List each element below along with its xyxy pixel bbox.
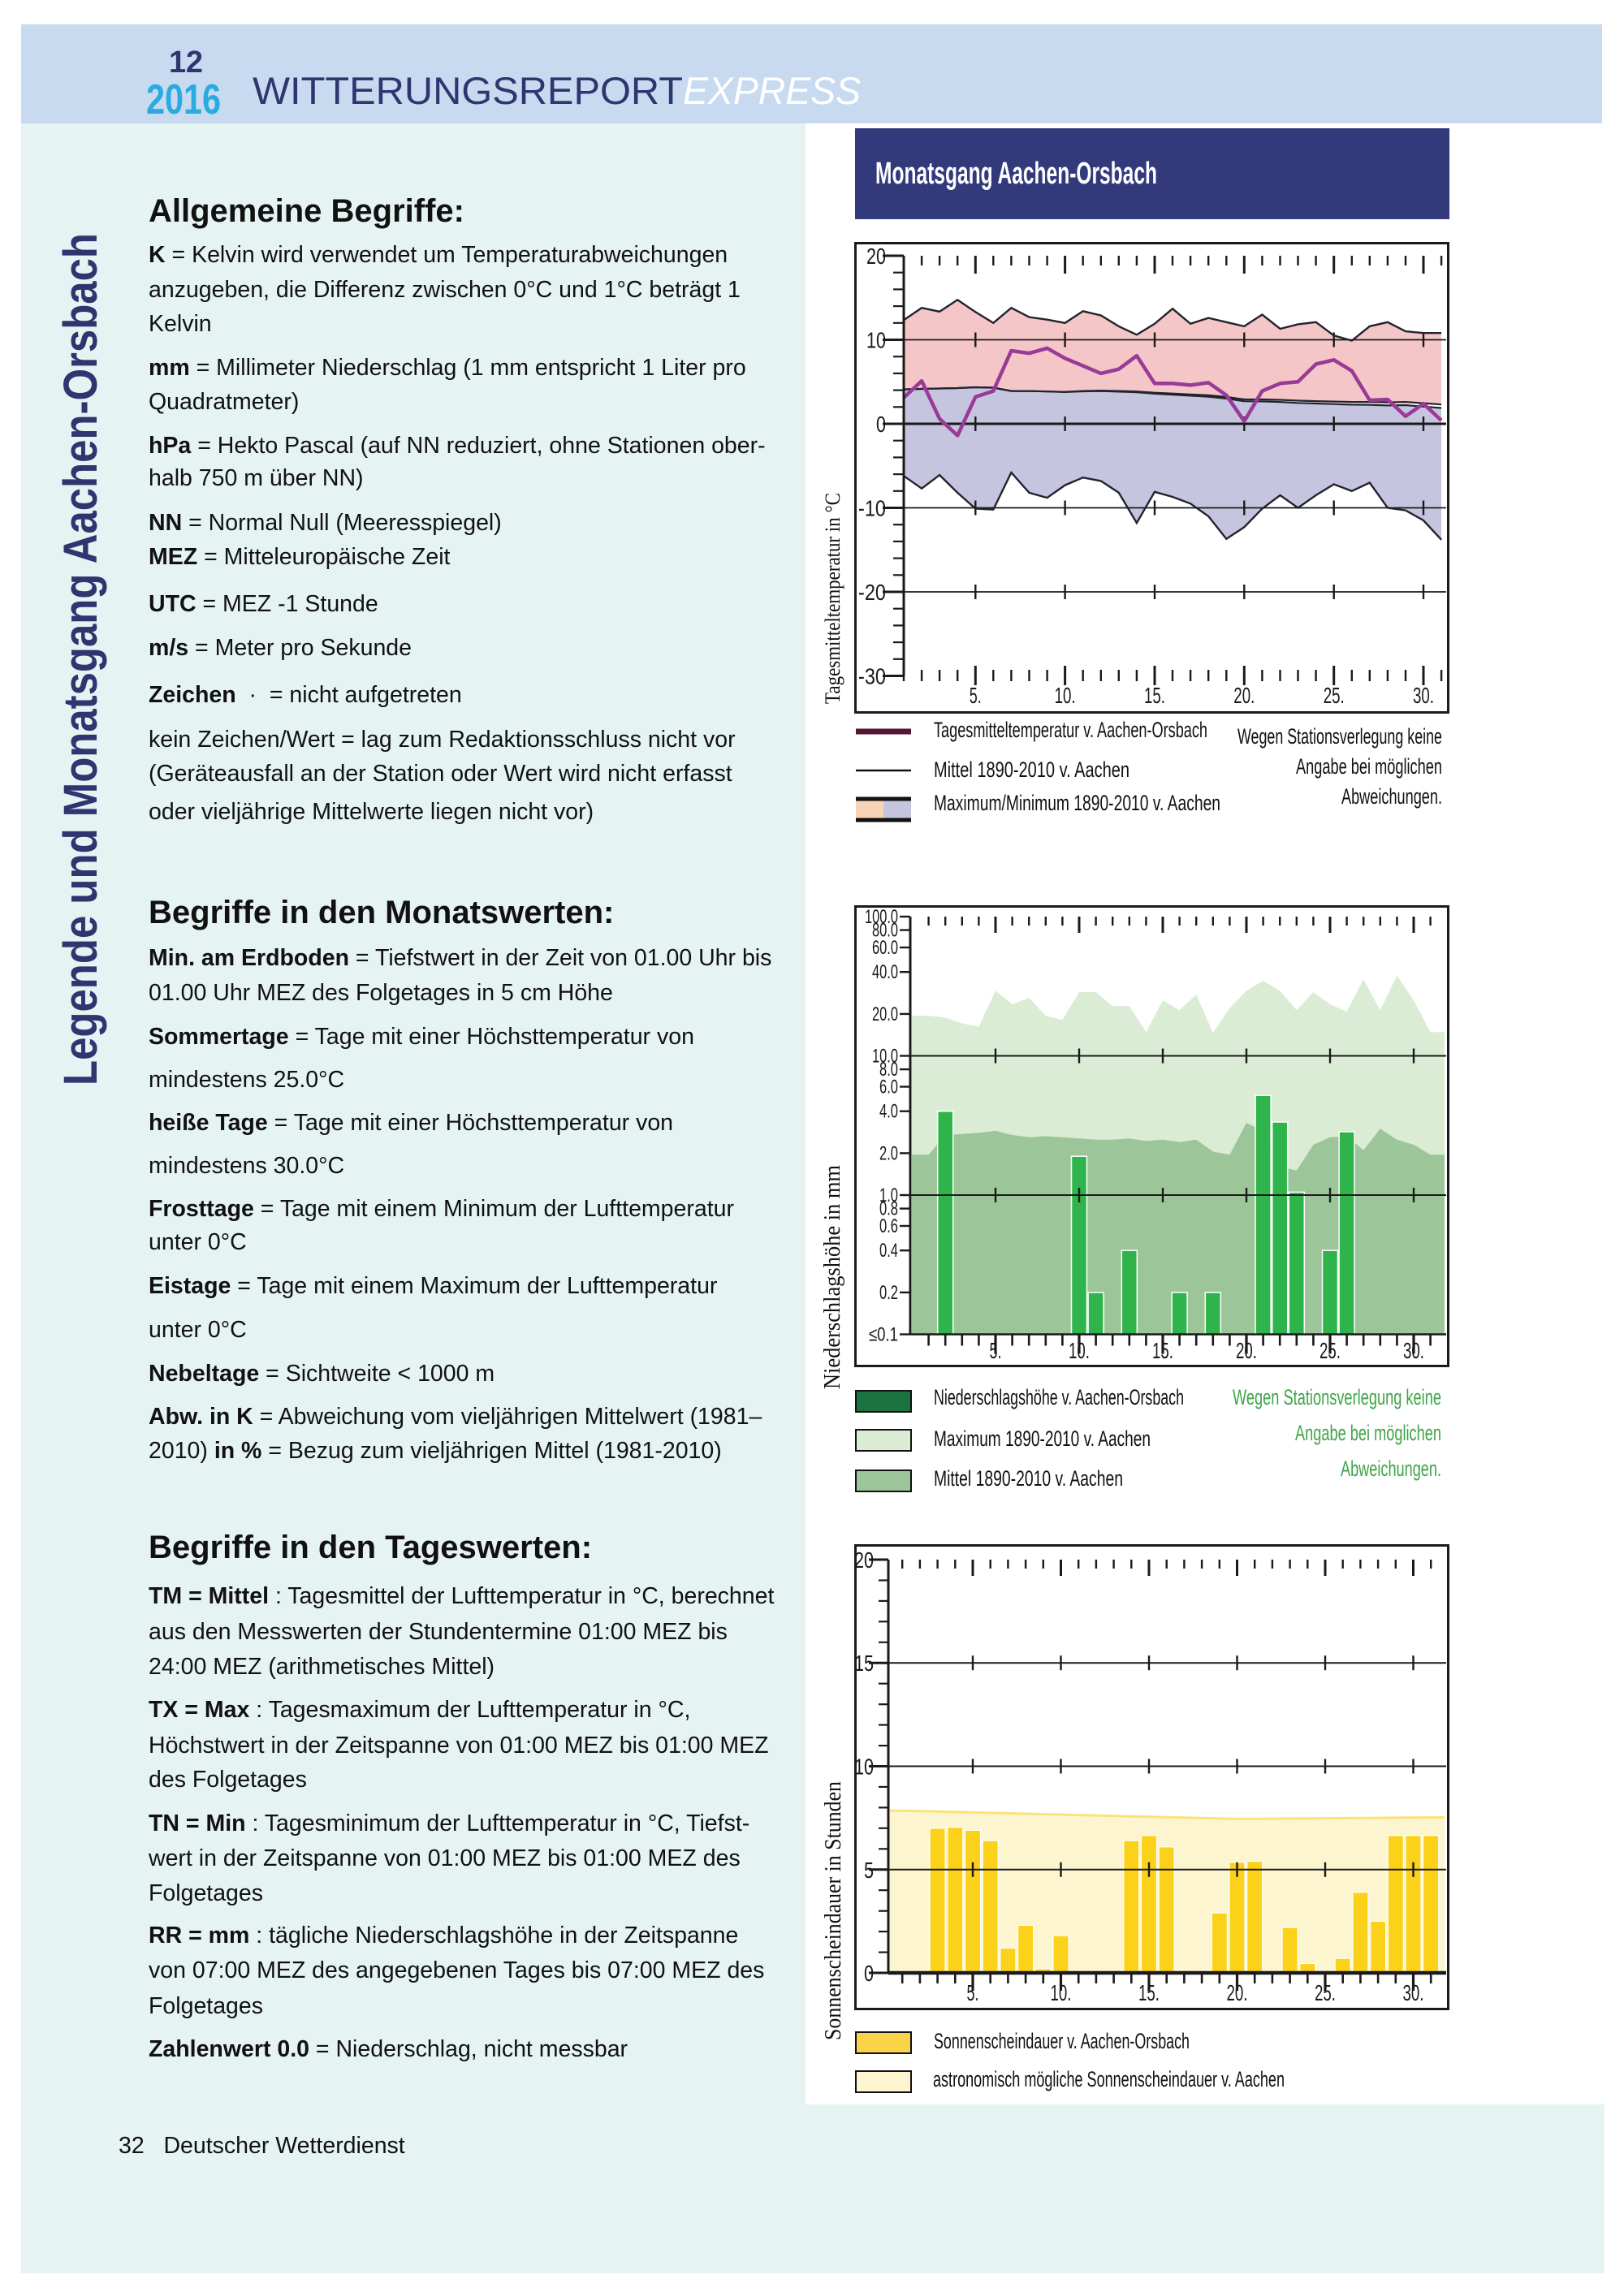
svg-text:80.0: 80.0 (872, 920, 898, 942)
svg-text:0.6: 0.6 (879, 1215, 898, 1237)
svg-text:10: 10 (866, 328, 886, 353)
svg-text:Tagesmitteltemperatur in °C: Tagesmitteltemperatur in °C (821, 493, 844, 704)
svg-text:30.: 30. (1403, 1338, 1424, 1363)
svg-text:WITTERUNGSREPORT: WITTERUNGSREPORT (253, 69, 683, 112)
svg-text:20.: 20. (1233, 683, 1255, 708)
svg-text:40.0: 40.0 (872, 961, 898, 983)
svg-text:25.: 25. (1315, 1980, 1336, 2005)
svg-text:Abweichungen.: Abweichungen. (1341, 1457, 1441, 1481)
svg-text:10.: 10. (1069, 1338, 1090, 1363)
svg-text:20.: 20. (1236, 1338, 1257, 1363)
svg-text:0.2: 0.2 (879, 1282, 898, 1304)
svg-text:5: 5 (864, 1858, 874, 1883)
svg-text:5.: 5. (990, 1338, 1002, 1363)
svg-text:20.: 20. (1227, 1980, 1248, 2005)
svg-text:25.: 25. (1320, 1338, 1341, 1363)
svg-text:Legende und Monatsgang Aachen-: Legende und Monatsgang Aachen-Orsbach (54, 233, 107, 1085)
svg-text:10.: 10. (1055, 683, 1076, 708)
svg-text:6.0: 6.0 (879, 1077, 898, 1098)
svg-text:Niederschlagshöhe in mm: Niederschlagshöhe in mm (819, 1165, 845, 1389)
svg-text:0.4: 0.4 (879, 1240, 898, 1262)
svg-text:Sonnenscheindauer in Stunden: Sonnenscheindauer in Stunden (820, 1781, 846, 2040)
svg-text:15: 15 (854, 1651, 874, 1676)
svg-text:Mittel 1890-2010 v. Aachen: Mittel 1890-2010 v. Aachen (934, 757, 1129, 782)
svg-text:0: 0 (876, 412, 886, 437)
svg-text:Sonnenscheindauer v. Aachen-Or: Sonnenscheindauer v. Aachen-Orsbach (934, 2029, 1190, 2053)
svg-text:Abweichungen.: Abweichungen. (1341, 784, 1442, 809)
svg-text:12: 12 (169, 45, 203, 80)
svg-text:25.: 25. (1324, 683, 1345, 708)
svg-text:Angabe bei möglichen: Angabe bei möglichen (1296, 754, 1442, 779)
svg-text:20: 20 (854, 1547, 874, 1573)
svg-text:15.: 15. (1144, 683, 1165, 708)
svg-text:10: 10 (854, 1754, 874, 1780)
svg-text:Wegen Stationsverlegung keine: Wegen Stationsverlegung keine (1233, 1385, 1441, 1409)
svg-text:5.: 5. (967, 1980, 979, 2005)
svg-text:20: 20 (866, 244, 886, 269)
svg-text:-30: -30 (858, 664, 886, 689)
svg-text:15.: 15. (1152, 1338, 1173, 1363)
svg-text:5.: 5. (970, 683, 982, 708)
svg-text:20.0: 20.0 (872, 1003, 898, 1025)
svg-text:Monatsgang Aachen-Orsbach: Monatsgang Aachen-Orsbach (875, 157, 1157, 191)
svg-text:Mittel 1890-2010 v. Aachen: Mittel 1890-2010 v. Aachen (934, 1466, 1123, 1491)
svg-text:1.0: 1.0 (879, 1185, 898, 1206)
svg-text:Wegen Stationsverlegung keine: Wegen Stationsverlegung keine (1237, 724, 1442, 749)
svg-text:2016: 2016 (146, 76, 221, 123)
svg-text:10.0: 10.0 (872, 1046, 898, 1068)
svg-text:100.0: 100.0 (865, 906, 898, 928)
svg-text:Tagesmitteltemperatur v. Aache: Tagesmitteltemperatur v. Aachen-Orsbach (934, 718, 1207, 742)
svg-text:0.8: 0.8 (879, 1198, 898, 1220)
svg-text:Maximum 1890-2010 v. Aachen: Maximum 1890-2010 v. Aachen (934, 1426, 1151, 1451)
svg-text:0: 0 (864, 1961, 874, 1986)
svg-text:8.0: 8.0 (879, 1059, 898, 1081)
svg-text:Maximum/Minimum 1890-2010 v. A: Maximum/Minimum 1890-2010 v. Aachen (934, 791, 1220, 815)
svg-text:astronomisch mögliche Sonnensc: astronomisch mögliche Sonnenscheindauer … (933, 2067, 1285, 2091)
svg-text:30.: 30. (1403, 1980, 1424, 2005)
svg-text:2.0: 2.0 (879, 1142, 898, 1164)
svg-text:60.0: 60.0 (872, 937, 898, 959)
svg-text:Angabe bei möglichen: Angabe bei möglichen (1295, 1421, 1441, 1445)
svg-text:EXPRESS: EXPRESS (683, 69, 861, 112)
svg-text:-20: -20 (858, 580, 886, 605)
svg-text:Niederschlagshöhe v. Aachen-Or: Niederschlagshöhe v. Aachen-Orsbach (934, 1385, 1184, 1409)
svg-text:10.: 10. (1051, 1980, 1072, 2005)
svg-text:15.: 15. (1138, 1980, 1160, 2005)
svg-text:30.: 30. (1413, 683, 1434, 708)
svg-text:-10: -10 (858, 496, 886, 521)
svg-text:≤0.1: ≤0.1 (869, 1324, 898, 1346)
svg-text:4.0: 4.0 (879, 1101, 898, 1123)
